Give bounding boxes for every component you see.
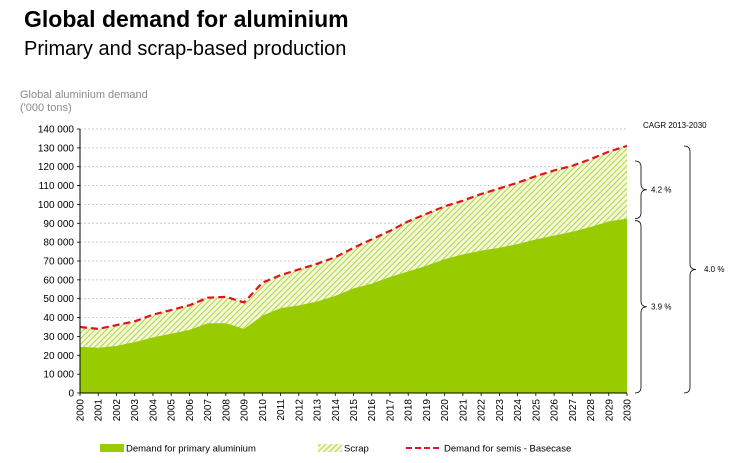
x-tick-label: 2019 [422,399,433,422]
x-tick-label: 2005 [167,399,178,422]
x-tick-label: 2029 [604,399,615,422]
x-tick-label: 2011 [276,399,287,421]
x-tick-label: 2006 [185,399,196,422]
y-tick-label: 30 000 [43,332,74,343]
primary-aluminium-area [80,218,627,393]
legend-label-primary: Demand for primary aluminium [126,444,256,455]
y-tick-label: 140 000 [38,125,75,136]
y-tick-label: 10 000 [43,370,74,381]
x-tick-label: 2020 [440,399,451,422]
x-tick-label: 2013 [313,399,324,422]
scrap-cagr-label: 4.2 % [651,185,671,194]
y-tick-label: 110 000 [39,181,75,192]
y-tick-label: 0 [68,389,74,400]
x-tick-label: 2003 [130,399,141,422]
x-tick-label: 2022 [477,399,488,422]
y-tick-label: 60 000 [43,275,74,286]
x-tick-label: 2025 [531,399,542,422]
x-tick-label: 2030 [623,399,634,422]
y-tick-label: 130 000 [38,143,75,154]
y-axis-ticks: 0 10 000 20 000 30 000 40 000 50 000 60 000 70 … [38,125,80,400]
y-tick-label: 80 000 [43,238,74,249]
x-tick-label: 2010 [258,399,269,422]
cagr-header: CAGR 2013-2030 [643,121,707,130]
y-tick-label: 120 000 [38,162,75,173]
x-tick-label: 2028 [586,399,597,422]
series-areas [79,144,628,393]
y-axis-label: Global aluminium demand ('000 tons) [20,89,148,115]
legend-label-semis: Demand for semis - Basecase [444,444,571,455]
y-axis-label-line1: Global aluminium demand [20,89,148,101]
x-tick-label: 2008 [221,399,232,422]
x-tick-label: 2016 [367,399,378,422]
x-tick-label: 2007 [203,399,214,422]
total-brace [683,145,697,394]
primary-brace [634,220,648,394]
x-tick-label: 2018 [404,399,415,422]
x-tick-label: 2004 [148,399,159,422]
x-tick-label: 2015 [349,399,360,422]
x-tick-label: 2024 [513,399,524,422]
semis-basecase-line [79,144,628,330]
y-tick-label: 20 000 [43,351,74,362]
y-tick-label: 90 000 [43,219,74,230]
x-tick-label: 2027 [568,399,579,422]
x-tick-label: 2017 [385,399,396,422]
x-tick-label: 2012 [294,399,305,422]
chart-subtitle: Primary and scrap-based production [24,38,347,60]
x-tick-label: 2026 [550,399,561,422]
legend-swatch-primary [100,444,124,452]
legend-label-scrap: Scrap [344,444,369,455]
y-tick-label: 50 000 [43,294,74,305]
x-tick-label: 2002 [112,399,123,422]
y-tick-label: 40 000 [43,313,74,324]
primary-cagr-label: 3.9 % [651,302,671,311]
cagr-annotations: CAGR 2013-2030 4.2 % 3.9 % 4.0 % [634,121,724,394]
total-cagr-label: 4.0 % [704,265,724,274]
x-tick-label: 2000 [76,399,87,422]
scrap-area [80,145,627,348]
legend: Demand for primary aluminium Scrap Demand … [100,444,571,455]
y-axis-label-line2: ('000 tons) [20,102,72,114]
y-tick-label: 100 000 [38,200,75,211]
x-tick-label: 2021 [458,399,469,422]
x-tick-label: 2014 [331,399,342,422]
x-axis-ticks: 2000 2001 2002 2003 2004 2005 2006 2007 2008 2009… [76,393,634,421]
x-tick-label: 2001 [94,399,105,422]
legend-swatch-scrap [318,444,342,452]
scrap-brace [634,160,648,219]
x-tick-label: 2009 [240,399,251,422]
chart-title: Global demand for aluminium [24,6,349,32]
x-tick-label: 2023 [495,399,506,422]
y-tick-label: 70 000 [43,257,74,268]
